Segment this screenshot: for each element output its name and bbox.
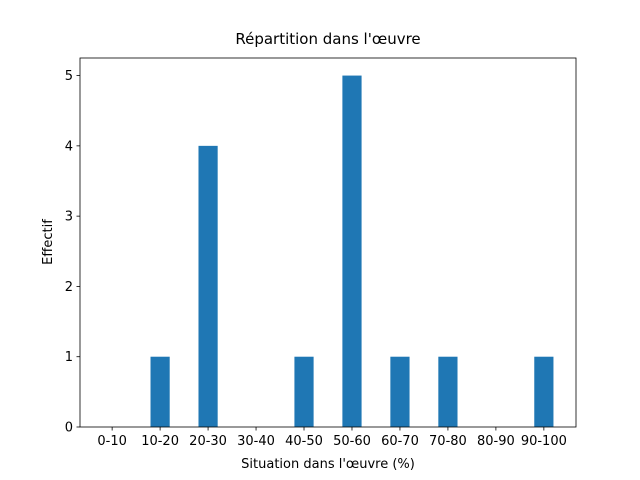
x-tick-label: 30-40 bbox=[237, 434, 275, 449]
bar bbox=[438, 356, 458, 427]
y-tick-label: 4 bbox=[65, 139, 73, 154]
y-tick-label: 3 bbox=[65, 210, 73, 225]
x-tick-label: 20-30 bbox=[189, 434, 227, 449]
chart-title: Répartition dans l'œuvre bbox=[235, 30, 420, 48]
y-tick-label: 5 bbox=[65, 69, 73, 84]
x-axis-label: Situation dans l'œuvre (%) bbox=[241, 457, 415, 472]
bar bbox=[150, 356, 170, 427]
bar bbox=[390, 356, 410, 427]
x-tick-label: 70-80 bbox=[429, 434, 467, 449]
x-tick-label: 80-90 bbox=[477, 434, 515, 449]
y-tick-label: 0 bbox=[65, 421, 73, 436]
bar bbox=[534, 356, 554, 427]
plot-frame bbox=[79, 57, 577, 428]
x-tick-label: 40-50 bbox=[285, 434, 323, 449]
x-tick-label: 60-70 bbox=[381, 434, 419, 449]
y-tick-label: 1 bbox=[65, 350, 73, 365]
y-axis-label: Effectif bbox=[41, 219, 56, 265]
bar bbox=[342, 75, 362, 428]
x-tick-label: 0-10 bbox=[97, 434, 127, 449]
x-tick-label: 90-100 bbox=[521, 434, 567, 449]
bar bbox=[294, 356, 314, 427]
bar bbox=[198, 145, 218, 427]
x-tick-label: 10-20 bbox=[141, 434, 179, 449]
y-tick-label: 2 bbox=[65, 280, 73, 295]
x-tick-label: 50-60 bbox=[333, 434, 371, 449]
